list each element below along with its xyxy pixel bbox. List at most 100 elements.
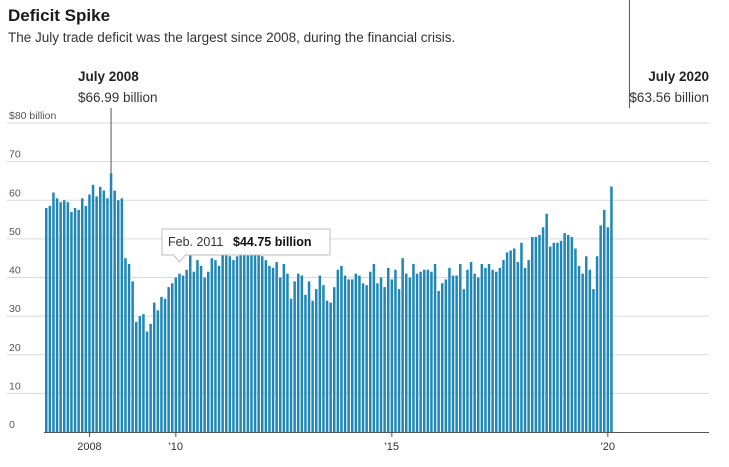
bar bbox=[304, 294, 307, 432]
bar bbox=[91, 184, 95, 432]
chart-subtitle: The July trade deficit was the largest s… bbox=[8, 30, 456, 45]
bar bbox=[567, 235, 570, 432]
bar bbox=[451, 275, 455, 432]
bar bbox=[433, 263, 437, 432]
y-tick-label: 50 bbox=[9, 226, 21, 238]
bar bbox=[264, 260, 268, 432]
bar bbox=[588, 269, 592, 432]
bar bbox=[185, 269, 188, 432]
bar bbox=[250, 252, 253, 432]
bar bbox=[45, 207, 48, 432]
bar bbox=[181, 275, 185, 432]
bar bbox=[333, 287, 336, 432]
bar bbox=[520, 242, 523, 432]
bar bbox=[502, 260, 505, 432]
bar bbox=[253, 248, 257, 432]
bar bbox=[559, 240, 563, 432]
bar bbox=[282, 263, 286, 432]
bar bbox=[66, 202, 70, 432]
bar bbox=[48, 206, 52, 432]
y-tick-label: 70 bbox=[9, 149, 21, 161]
bar bbox=[430, 271, 433, 432]
bar bbox=[419, 271, 422, 432]
bar bbox=[127, 263, 131, 432]
bar bbox=[383, 287, 386, 432]
bar bbox=[426, 269, 430, 432]
bar bbox=[509, 250, 512, 432]
bar bbox=[441, 283, 444, 432]
bar bbox=[581, 273, 584, 432]
grid-lines bbox=[7, 122, 709, 394]
bar bbox=[268, 265, 271, 432]
bar bbox=[106, 198, 109, 432]
bar bbox=[552, 242, 556, 432]
bar bbox=[513, 248, 516, 432]
bar bbox=[228, 256, 232, 432]
bar bbox=[142, 314, 145, 432]
bar bbox=[444, 279, 448, 432]
x-tick-label: 2008 bbox=[77, 441, 101, 453]
annotation-title: July 2008 bbox=[78, 69, 139, 84]
bar bbox=[63, 200, 66, 432]
bar bbox=[473, 273, 476, 432]
bar bbox=[599, 225, 602, 432]
bar bbox=[311, 300, 314, 432]
bar bbox=[484, 267, 487, 432]
bar bbox=[563, 233, 566, 432]
y-tick-label: 10 bbox=[9, 380, 21, 392]
bar bbox=[495, 271, 498, 432]
y-tick-label: $80 billion bbox=[9, 110, 56, 122]
bar bbox=[448, 267, 451, 432]
bar bbox=[84, 206, 88, 432]
bar bbox=[401, 258, 404, 432]
bar bbox=[271, 267, 275, 432]
tooltip-pointer bbox=[173, 254, 186, 263]
bar bbox=[325, 300, 329, 432]
bar bbox=[167, 287, 170, 432]
bar bbox=[55, 198, 59, 432]
bar bbox=[322, 285, 325, 432]
y-axis-labels: 0 10 20 30 40 50 60 70 $80 billion bbox=[9, 110, 56, 431]
bar bbox=[412, 263, 415, 432]
bar bbox=[297, 273, 300, 432]
bar bbox=[77, 209, 80, 432]
bar bbox=[340, 265, 343, 432]
bar bbox=[293, 281, 296, 432]
bar bbox=[361, 283, 365, 432]
bar bbox=[163, 298, 167, 432]
bar bbox=[397, 289, 401, 432]
bar bbox=[160, 296, 163, 432]
bar bbox=[459, 263, 462, 432]
bar bbox=[214, 260, 217, 432]
bar bbox=[523, 267, 527, 432]
bar bbox=[487, 263, 491, 432]
bar bbox=[286, 273, 289, 432]
bar bbox=[405, 273, 408, 432]
bar bbox=[120, 198, 124, 432]
bar bbox=[153, 302, 156, 432]
bar bbox=[102, 190, 106, 432]
y-tick-label: 20 bbox=[9, 342, 21, 354]
bar bbox=[73, 207, 77, 432]
bar bbox=[538, 235, 541, 432]
bar bbox=[577, 265, 581, 432]
bar bbox=[99, 186, 102, 432]
bar bbox=[369, 271, 372, 432]
bar bbox=[52, 192, 55, 432]
bar bbox=[318, 275, 322, 432]
bar bbox=[354, 273, 358, 432]
bar bbox=[379, 277, 383, 432]
bar bbox=[124, 258, 127, 432]
bar bbox=[95, 196, 98, 432]
y-tick-label: 30 bbox=[9, 303, 21, 315]
tooltip-date: Feb. 2011 bbox=[168, 235, 223, 249]
bar bbox=[246, 254, 250, 432]
bar bbox=[480, 263, 484, 432]
bar bbox=[109, 173, 113, 432]
bar bbox=[289, 298, 293, 432]
bar bbox=[156, 310, 160, 432]
bar bbox=[138, 316, 142, 433]
bar bbox=[606, 227, 610, 432]
